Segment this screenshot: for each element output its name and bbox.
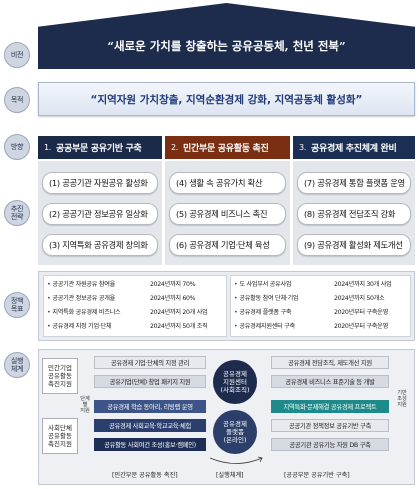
row-label-goal: 목적 (4, 87, 30, 113)
direction-title: 공유경제 추진체계 완비 (311, 144, 397, 154)
policy-goal-label: • 공공기관 정보공유 공개율 (47, 295, 116, 302)
policy-goal-value: 2024년까지 50개 조직 (150, 323, 208, 330)
foundation-support-note: 기반 조성 지원 (397, 390, 407, 408)
policy-goal-label: • 지역특화 공유경제 비즈니스 (47, 309, 121, 316)
strategy-item: (9) 공유경제 활성화 제도개선 (297, 234, 411, 256)
policy-goal-label-text: 공유경제 플랫폼 구축 (239, 309, 292, 316)
row-label-vision: 비전 (4, 42, 30, 68)
policy-goal-label: • 공유경제 플랫폼 구축 (234, 309, 292, 316)
direction-2-header: 2. 민간부문 공유활동 촉진 (165, 136, 290, 159)
row-label-policy: 정책 목표 (4, 292, 30, 318)
strategy-item: (2) 공공기관 정보공유 일상화 (42, 203, 158, 225)
policy-goal-label-text: 공유경제 지정 기업·단체 (52, 323, 112, 330)
policy-goal-value: 2020년부터 구축운영 (334, 309, 388, 316)
policy-goals-left (43, 275, 227, 337)
private-company-support-label: 민간기업 공유활동 촉진지원 (42, 358, 78, 394)
footer-private-label: [민간부문 공유활동 촉진] (112, 472, 178, 479)
policy-goal-value: 2024년까지 50개소 (334, 295, 385, 302)
public-bar-4: 공공기관 정책정보 공유기반 구축 (271, 419, 389, 432)
sharing-support-center: 공유경제 지원센터 (사회조직) (213, 360, 257, 404)
strategy-item: (4) 생활 속 공유가치 확산 (169, 172, 286, 194)
direction-number: 1. (44, 143, 52, 152)
public-bar-5: 공공기관 공유기능 자원 DB 구축 (271, 438, 389, 451)
direction-3-header: 3. 공유경제 추진체계 완비 (293, 136, 415, 159)
policy-goal-label-text: 공유경제지원센터 구축 (239, 323, 295, 330)
private-bar-5: 공유활동 사회여건 조성(홍보·캠페인) (94, 438, 206, 451)
social-group-support-label: 사회단체 공유활동 촉진지원 (42, 418, 78, 454)
footer-system-label: [실행체계] (216, 472, 244, 479)
stage-support-note: 단계별 지원 (80, 396, 90, 414)
policy-goal-label-text: 도 사업부서 공유사업 (239, 281, 292, 288)
strategy-item: (8) 공유경제 전담조직 강화 (297, 203, 411, 225)
vision-text: “새로운 가치를 창출하는 공유공동체, 천년 전북” (107, 39, 346, 53)
policy-goal-label: • 공유활동 참여 단체·기업 (234, 295, 299, 302)
private-bar-3: 공유경제 학습 동아리, 리빙랩 운영 (94, 400, 206, 413)
direction-number: 2. (171, 143, 179, 152)
policy-goal-value: 2024년까지 60% (150, 295, 196, 302)
policy-goal-label-text: 공유활동 참여 단체·기업 (239, 295, 299, 302)
policy-goal-label-text: 지역특화 공유경제 비즈니스 (52, 309, 121, 316)
strategy-item: (1) 공공기관 자원공유 활성화 (42, 172, 158, 194)
public-bar-3: 지역특화·문제해결 공유경제 프로젝트 (271, 400, 389, 413)
direction-title: 민간부문 공유활동 촉진 (183, 144, 269, 154)
policy-goal-value: 2024년까지 30개 사업 (334, 281, 392, 288)
goal-box (38, 82, 415, 116)
footer-public-label: [공공부문 공유기반 구축] (284, 472, 350, 479)
policy-goal-value: 2020년부터 구축운영 (334, 323, 388, 330)
private-bar-4: 공유경제 사회교육·학교교육·체험 (94, 419, 206, 432)
policy-goal-label: • 공공기관 자원공유 참여율 (47, 281, 116, 288)
strategy-item: (3) 지역특화 공유경제 창의화 (42, 234, 158, 256)
policy-goal-label: • 공유경제지원센터 구축 (234, 323, 295, 330)
public-bar-2: 공유경제 비즈니스 표준기술 등 개발 (271, 375, 389, 388)
private-bar-2: 공유기업(단체) 창업 패키지 지원 (94, 375, 206, 388)
direction-title: 공공부문 공유기반 구축 (56, 144, 142, 154)
vision-banner (38, 3, 415, 69)
policy-goal-label-text: 공공기관 자원공유 참여율 (52, 281, 116, 288)
row-label-strategy: 추진 전략 (4, 200, 30, 226)
policy-goal-label: • 도 사업부서 공유사업 (234, 281, 292, 288)
policy-goals-right (230, 275, 411, 337)
strategy-item: (5) 공유경제 비즈니스 촉진 (169, 203, 286, 225)
strategy-item: (7) 공유경제 통합 플랫폼 운영 (297, 172, 411, 194)
row-label-implementation: 실행 체계 (4, 352, 30, 378)
policy-goal-value: 2024년까지 70% (150, 281, 196, 288)
public-bar-1: 공유경제 전담조직, 제도개선 지원 (271, 356, 389, 369)
sharing-platform: 공유경제 플랫폼 (온라인) (213, 410, 257, 454)
direction-number: 3. (299, 143, 307, 152)
feedback-arrow (209, 456, 263, 464)
policy-goal-value: 2024년까지 20개 사업 (150, 309, 208, 316)
direction-1-header: 1. 공공부문 공유기반 구축 (38, 136, 162, 159)
policy-goal-label-text: 공공기관 정보공유 공개율 (52, 295, 116, 302)
policy-goal-label: • 공유경제 지정 기업·단체 (47, 323, 112, 330)
goal-text: “지역자원 가치창출, 지역순환경제 강화, 지역공동체 활성화” (90, 94, 363, 106)
strategy-item: (6) 공유경제 기업·단체 육성 (169, 234, 286, 256)
row-label-direction: 방향 (4, 134, 30, 160)
private-bar-1: 공유경제 기업·단체의 지정 관리 (94, 356, 206, 369)
